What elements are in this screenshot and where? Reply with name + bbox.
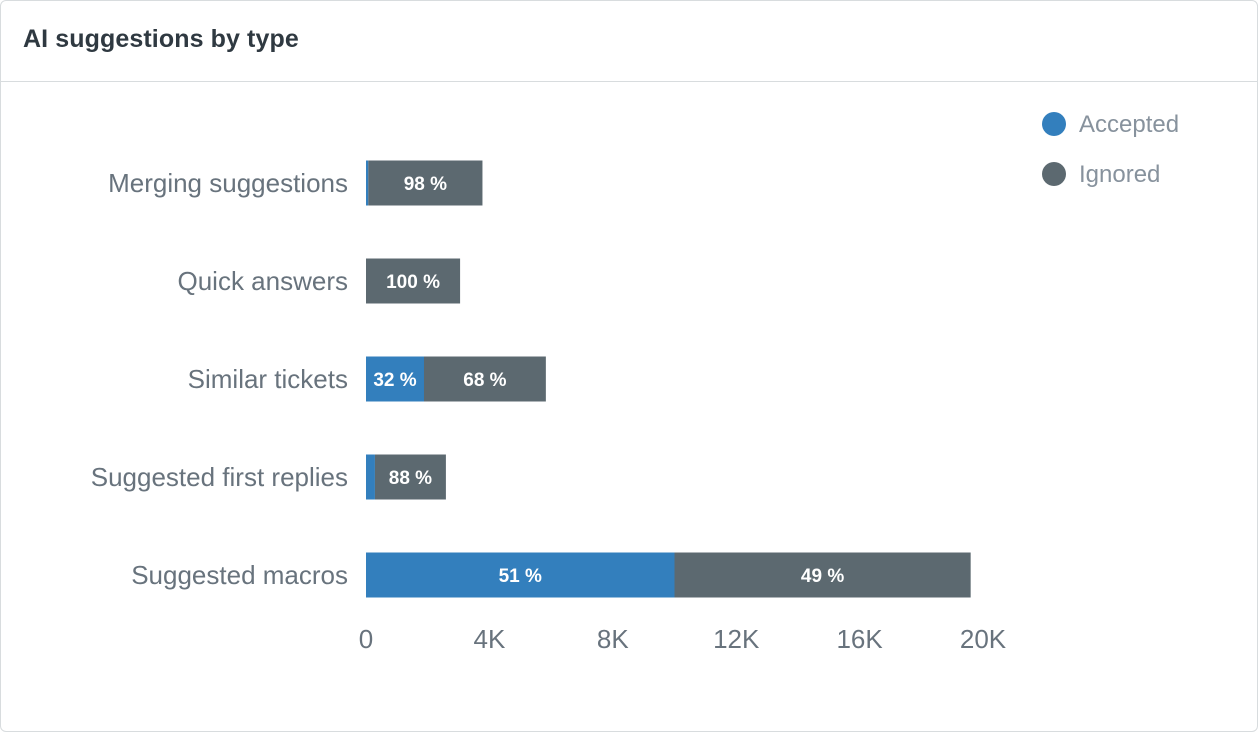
data-label-accepted-similar-tickets: 32 % (373, 370, 416, 391)
bar-ignored-suggested-macros (674, 552, 971, 598)
legend-swatch-accepted (1042, 112, 1066, 136)
legend-label-accepted: Accepted (1079, 111, 1179, 138)
bar-accepted-suggested-macros (366, 552, 675, 598)
card-header: AI suggestions by type (1, 1, 1257, 82)
chart-area: Merging suggestions 98 % Quick answers 100 … (1, 82, 1257, 731)
x-tick-label-20k: 20K (960, 624, 1007, 654)
bar-ignored-quick-answers (366, 258, 461, 304)
data-label-ignored-quick-answers: 100 % (386, 272, 440, 293)
legend-label-ignored: Ignored (1079, 161, 1160, 188)
x-tick-label-12k: 12K (713, 624, 760, 654)
bar-accepted-suggested-first-replies (366, 454, 375, 500)
category-label-quick-answers: Quick answers (178, 266, 349, 296)
data-label-accepted-suggested-macros: 51 % (499, 566, 542, 587)
bar-accepted-similar-tickets (366, 356, 424, 402)
stacked-bar-chart: Merging suggestions 98 % Quick answers 100 … (91, 111, 1179, 654)
category-label-suggested-first-replies: Suggested first replies (91, 462, 348, 492)
x-tick-label-4k: 4K (473, 624, 505, 654)
x-tick-label-16k: 16K (836, 624, 883, 654)
category-label-merging-suggestions: Merging suggestions (108, 168, 348, 198)
bar-ignored-similar-tickets (423, 356, 546, 402)
data-label-ignored-suggested-macros: 49 % (801, 566, 844, 587)
data-label-ignored-similar-tickets: 68 % (463, 370, 506, 391)
category-label-similar-tickets: Similar tickets (188, 364, 348, 394)
data-label-ignored-suggested-first-replies: 88 % (389, 468, 432, 489)
legend-swatch-ignored (1042, 162, 1066, 186)
category-label-suggested-macros: Suggested macros (131, 560, 348, 590)
card-title: AI suggestions by type (23, 25, 299, 53)
data-label-ignored-merging-suggestions: 98 % (404, 174, 447, 195)
bar-ignored-suggested-first-replies (374, 454, 446, 500)
x-tick-label-0: 0 (359, 624, 373, 654)
x-tick-label-8k: 8K (597, 624, 629, 654)
bar-ignored-merging-suggestions (368, 160, 483, 206)
bar-accepted-merging-suggestions (366, 160, 369, 206)
